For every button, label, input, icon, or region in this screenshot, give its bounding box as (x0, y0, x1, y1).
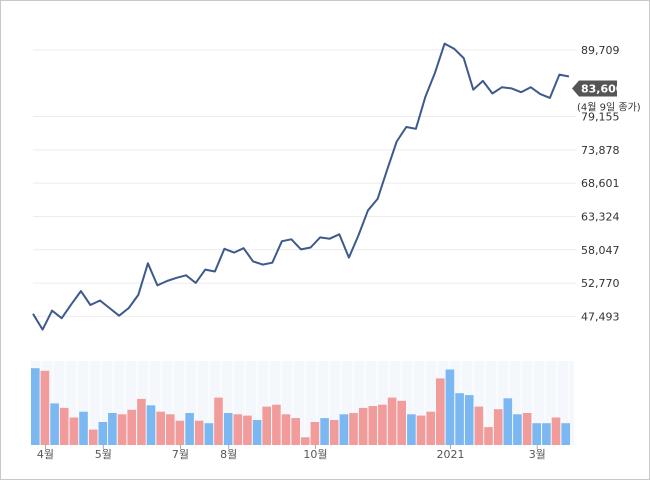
current-price-badge: 83,600 (572, 80, 624, 97)
volume-bar (532, 423, 541, 445)
price-tick-label: 58,047 (581, 244, 620, 257)
time-tick-label: 8월 (220, 448, 237, 461)
time-tick-label: 10월 (303, 448, 327, 461)
volume-bar (59, 407, 69, 445)
volume-bar (503, 398, 513, 445)
volume-bar (378, 404, 387, 445)
price-tick-label: 73,878 (581, 144, 620, 157)
volume-bar (291, 418, 300, 445)
price-tick-label: 68,601 (581, 177, 620, 190)
volume-bar (551, 417, 561, 445)
volume-bar (252, 420, 262, 445)
price-tick-label: 63,324 (581, 210, 620, 223)
volume-bar (513, 414, 522, 445)
time-tick-label: 5월 (95, 448, 112, 461)
volume-bar (137, 398, 146, 445)
volume-bar (79, 411, 88, 445)
volume-bar (397, 400, 406, 445)
volume-bar (243, 415, 252, 445)
volume-bar (339, 414, 349, 445)
volume-bar (310, 422, 320, 445)
current-price-badge-shape (572, 80, 617, 97)
volume-bar (50, 403, 59, 445)
volume-bar (146, 405, 156, 445)
volume-bar (175, 420, 185, 445)
volume-bar (214, 397, 223, 445)
volume-bar (194, 420, 204, 445)
time-tick-label: 2021 (436, 448, 464, 461)
price-line (32, 42, 570, 331)
volume-bar (349, 413, 358, 445)
volume-bar (474, 406, 484, 445)
volume-bar (69, 417, 79, 445)
volume-bar (31, 368, 40, 445)
volume-bar (127, 409, 136, 445)
volume-bar (416, 415, 426, 445)
volume-bar (455, 393, 464, 445)
price-tick-label: 89,709 (581, 44, 620, 57)
volume-bar (117, 414, 127, 445)
time-axis-ticks: 4월 5월 7월 8월 10월 2021 3월 (37, 445, 546, 461)
volume-bar (426, 411, 435, 445)
volume-bar (445, 369, 455, 445)
volume-bar (185, 413, 194, 445)
volume-bar (108, 413, 117, 445)
volume-bar (561, 423, 570, 445)
volume-bar (301, 437, 310, 445)
price-tick-label: 52,770 (581, 277, 620, 290)
volume-bar (40, 370, 50, 445)
time-tick-label: 4월 (37, 448, 54, 461)
volume-bar (166, 414, 175, 445)
volume-bar (493, 409, 503, 445)
volume-bar (281, 414, 291, 445)
price-axis-ticks: 89,709 79,155 73,878 68,601 63,324 58,047 52,7… (581, 44, 620, 323)
volume-bar (368, 406, 378, 445)
current-price-note: (4월 9일 종가) (577, 101, 641, 113)
volume-bar (464, 395, 474, 445)
volume-bar (233, 414, 243, 445)
price-tick-label: 79,155 (581, 111, 620, 124)
volume-bar (436, 378, 445, 445)
volume-bar (204, 423, 214, 445)
volume-bar (98, 422, 108, 445)
volume-bar (320, 418, 329, 445)
price-grid (33, 49, 576, 317)
current-price-label: 83,600 (581, 82, 624, 95)
volume-bar (522, 413, 532, 445)
volume-bar (407, 414, 416, 445)
volume-bar (329, 420, 339, 445)
volume-bar (88, 429, 98, 445)
volume-bar (156, 411, 165, 445)
volume-bar (358, 407, 368, 445)
volume-bar (387, 397, 397, 445)
time-tick-label: 3월 (529, 448, 546, 461)
time-tick-label: 7월 (172, 448, 189, 461)
volume-bar (262, 406, 271, 445)
volume-bar (484, 427, 493, 445)
price-tick-label: 47,493 (581, 310, 620, 323)
volume-bar (223, 413, 233, 445)
volume-bars (31, 368, 570, 445)
volume-bar (272, 404, 281, 445)
volume-bar (542, 423, 551, 445)
